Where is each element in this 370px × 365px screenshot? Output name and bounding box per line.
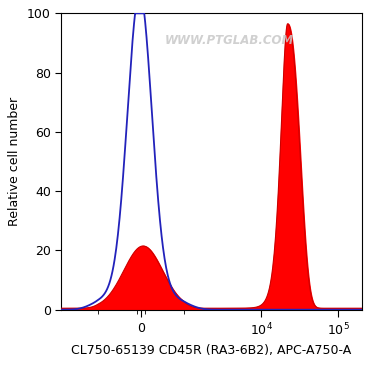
Text: WWW.PTGLAB.COM: WWW.PTGLAB.COM	[165, 34, 294, 46]
Y-axis label: Relative cell number: Relative cell number	[9, 97, 21, 226]
X-axis label: CL750-65139 CD45R (RA3-6B2), APC-A750-A: CL750-65139 CD45R (RA3-6B2), APC-A750-A	[71, 344, 352, 357]
